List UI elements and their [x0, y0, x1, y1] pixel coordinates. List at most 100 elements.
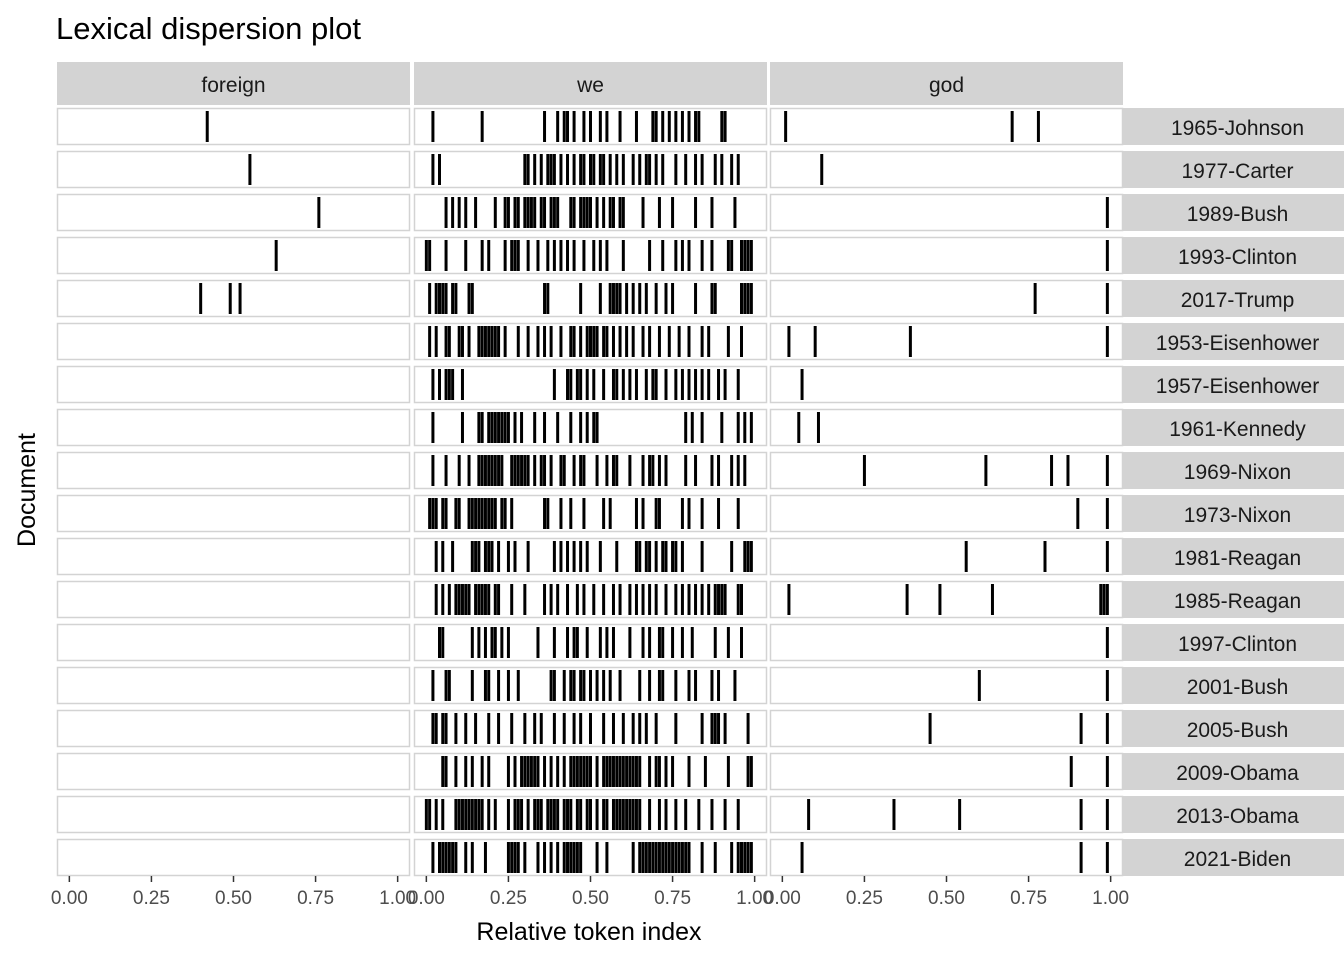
panel-foreign-2013-obama	[56, 795, 411, 834]
y-axis-label: Document	[13, 433, 41, 547]
panel-we-1993-clinton	[413, 236, 768, 275]
row-strip-1973-nixon	[1123, 495, 1344, 532]
facet-strip-foreign	[57, 62, 410, 105]
facet-strip-god	[770, 62, 1123, 105]
panel-foreign-1965-johnson	[56, 107, 411, 146]
panel-god-2009-obama	[769, 752, 1124, 791]
row-label-1989-bush: 1989-Bush	[1187, 203, 1289, 226]
row-strip-1957-eisenhower	[1123, 366, 1344, 403]
panel-god-1989-bush	[769, 193, 1124, 232]
x-tick-label-god-4: 1.00	[1092, 888, 1129, 909]
x-tick-label-foreign-2: 0.50	[215, 888, 252, 909]
chart-title: Lexical dispersion plot	[56, 11, 361, 46]
plot-area: foreign we god 1965-Johnson 1977-Carter 1989-…	[51, 62, 1344, 909]
row-label-2017-trump: 2017-Trump	[1181, 289, 1295, 312]
row-label-2009-obama: 2009-Obama	[1176, 762, 1299, 785]
row-strip-1969-nixon	[1123, 452, 1344, 489]
row-strip-2017-trump	[1123, 280, 1344, 317]
panel-god-2017-trump	[769, 279, 1124, 318]
panel-god-1953-eisenhower	[769, 322, 1124, 361]
panel-we-1957-eisenhower	[413, 365, 768, 404]
row-strip-1985-reagan	[1123, 581, 1344, 618]
panel-god-2001-bush	[769, 666, 1124, 705]
panel-god-2013-obama	[769, 795, 1124, 834]
panel-we-1961-kennedy	[413, 408, 768, 447]
row-label-2021-biden: 2021-Biden	[1184, 848, 1291, 871]
panel-we-1969-nixon	[413, 451, 768, 490]
row-label-1965-johnson: 1965-Johnson	[1171, 117, 1304, 140]
panel-we-1973-nixon	[413, 494, 768, 533]
x-axis-label: Relative token index	[476, 918, 702, 946]
x-tick-label-foreign-3: 0.75	[297, 888, 334, 909]
x-tick-label-god-3: 0.75	[1010, 888, 1047, 909]
panel-foreign-1997-clinton	[56, 623, 411, 662]
panel-god-2021-biden	[769, 838, 1124, 877]
row-strip-1965-johnson	[1123, 108, 1344, 145]
row-strip-1989-bush	[1123, 194, 1344, 231]
row-label-2013-obama: 2013-Obama	[1176, 805, 1299, 828]
row-strip-2009-obama	[1123, 753, 1344, 790]
panel-foreign-2009-obama	[56, 752, 411, 791]
panel-foreign-1961-kennedy	[56, 408, 411, 447]
panel-foreign-1953-eisenhower	[56, 322, 411, 361]
panel-we-1985-reagan	[413, 580, 768, 619]
panel-god-1973-nixon	[769, 494, 1124, 533]
row-label-1977-carter: 1977-Carter	[1181, 160, 1293, 183]
panel-foreign-1957-eisenhower	[56, 365, 411, 404]
row-strip-2005-bush	[1123, 710, 1344, 747]
row-strip-1993-clinton	[1123, 237, 1344, 274]
panel-foreign-2005-bush	[56, 709, 411, 748]
panel-we-1981-reagan	[413, 537, 768, 576]
panel-we-1997-clinton	[413, 623, 768, 662]
row-label-1969-nixon: 1969-Nixon	[1184, 461, 1291, 484]
row-strip-2001-bush	[1123, 667, 1344, 704]
x-tick-label-god-0: 0.00	[764, 888, 801, 909]
panel-god-1965-johnson	[769, 107, 1124, 146]
row-label-1957-eisenhower: 1957-Eisenhower	[1156, 375, 1319, 398]
x-tick-label-foreign-1: 0.25	[133, 888, 170, 909]
panel-god-1977-carter	[769, 150, 1124, 189]
row-label-1961-kennedy: 1961-Kennedy	[1169, 418, 1306, 441]
row-strip-1961-kennedy	[1123, 409, 1344, 446]
row-label-1985-reagan: 1985-Reagan	[1174, 590, 1301, 613]
panel-god-1961-kennedy	[769, 408, 1124, 447]
x-tick-label-foreign-0: 0.00	[51, 888, 88, 909]
panel-we-2021-biden	[413, 838, 768, 877]
x-tick-label-we-1: 0.25	[490, 888, 527, 909]
facet-strip-we	[414, 62, 767, 105]
row-label-1997-clinton: 1997-Clinton	[1178, 633, 1297, 656]
facet-label-foreign: foreign	[201, 74, 265, 97]
panel-we-2017-trump	[413, 279, 768, 318]
panel-foreign-1989-bush	[56, 193, 411, 232]
row-label-1973-nixon: 1973-Nixon	[1184, 504, 1291, 527]
panel-foreign-2017-trump	[56, 279, 411, 318]
panel-god-1993-clinton	[769, 236, 1124, 275]
panel-god-1969-nixon	[769, 451, 1124, 490]
panel-foreign-1973-nixon	[56, 494, 411, 533]
panel-god-1957-eisenhower	[769, 365, 1124, 404]
row-strip-1977-carter	[1123, 151, 1344, 188]
facet-label-we: we	[576, 74, 604, 97]
panel-god-1985-reagan	[769, 580, 1124, 619]
panel-god-2005-bush	[769, 709, 1124, 748]
panel-foreign-2021-biden	[56, 838, 411, 877]
row-strip-2013-obama	[1123, 796, 1344, 833]
panel-foreign-1969-nixon	[56, 451, 411, 490]
row-strip-1997-clinton	[1123, 624, 1344, 661]
facet-label-god: god	[929, 74, 964, 97]
row-label-1993-clinton: 1993-Clinton	[1178, 246, 1297, 269]
panel-foreign-1985-reagan	[56, 580, 411, 619]
row-strip-1981-reagan	[1123, 538, 1344, 575]
row-label-2005-bush: 2005-Bush	[1187, 719, 1289, 742]
row-label-1953-eisenhower: 1953-Eisenhower	[1156, 332, 1319, 355]
row-strip-2021-biden	[1123, 839, 1344, 876]
x-tick-label-we-4: 1.00	[736, 888, 773, 909]
panel-foreign-2001-bush	[56, 666, 411, 705]
x-tick-label-we-0: 0.00	[408, 888, 445, 909]
x-tick-label-god-1: 0.25	[846, 888, 883, 909]
panel-foreign-1981-reagan	[56, 537, 411, 576]
x-tick-label-we-2: 0.50	[572, 888, 609, 909]
x-tick-label-foreign-4: 1.00	[379, 888, 416, 909]
row-strip-1953-eisenhower	[1123, 323, 1344, 360]
